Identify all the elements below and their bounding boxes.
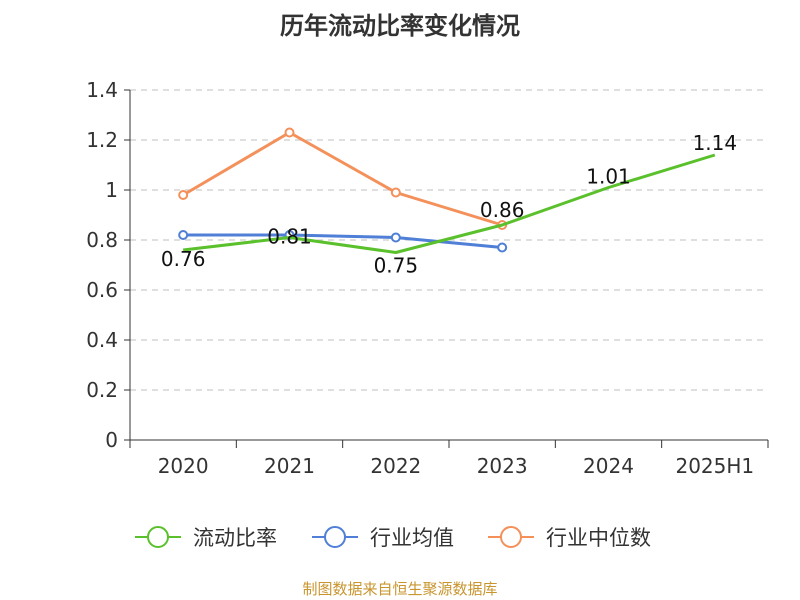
y-tick-label: 0.4	[86, 328, 118, 352]
y-tick-label: 0	[105, 428, 118, 452]
x-tick-label: 2025H1	[675, 454, 754, 478]
y-tick-label: 1	[105, 178, 118, 202]
y-tick-label: 0.8	[86, 228, 118, 252]
data-label: 1.14	[693, 131, 738, 155]
data-label: 0.81	[267, 225, 312, 249]
x-tick-label: 2021	[264, 454, 315, 478]
x-tick-label: 2020	[158, 454, 209, 478]
x-tick-label: 2023	[477, 454, 528, 478]
data-label: 0.86	[480, 198, 525, 222]
legend-marker	[324, 526, 346, 548]
series-line	[182, 153, 716, 254]
data-point	[390, 232, 401, 243]
y-tick-label: 0.6	[86, 278, 118, 302]
legend-label: 行业均值	[370, 526, 454, 550]
legend-marker	[147, 526, 169, 548]
y-tick-label: 1.2	[86, 128, 118, 152]
chart-title: 历年流动比率变化情况	[280, 12, 520, 40]
data-point	[497, 242, 508, 253]
data-point	[178, 190, 189, 200]
series-line	[183, 233, 503, 249]
series-line	[182, 131, 503, 227]
x-tick-label: 2024	[583, 454, 634, 478]
data-point	[284, 127, 295, 138]
source-footer: 制图数据来自恒生聚源数据库	[302, 580, 498, 598]
legend-label: 流动比率	[193, 526, 277, 550]
y-tick-label: 0.2	[86, 378, 118, 402]
x-tick-label: 2022	[370, 454, 421, 478]
data-label: 0.75	[374, 254, 419, 278]
legend-marker	[500, 526, 522, 548]
data-point	[390, 187, 401, 198]
data-point	[178, 230, 189, 240]
y-tick-label: 1.4	[86, 78, 118, 102]
legend-label: 行业中位数	[546, 526, 651, 550]
data-label: 0.76	[161, 247, 206, 271]
data-label: 1.01	[586, 165, 631, 189]
